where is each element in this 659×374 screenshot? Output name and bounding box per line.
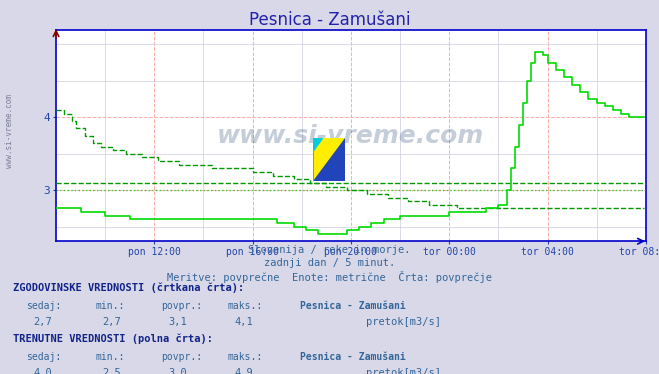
Text: Pesnica - Zamušani: Pesnica - Zamušani bbox=[300, 301, 405, 311]
Text: 4,1: 4,1 bbox=[234, 317, 252, 327]
Polygon shape bbox=[313, 138, 322, 181]
Text: maks.:: maks.: bbox=[227, 352, 262, 362]
Text: pretok[m3/s]: pretok[m3/s] bbox=[366, 368, 441, 374]
Text: TRENUTNE VREDNOSTI (polna črta):: TRENUTNE VREDNOSTI (polna črta): bbox=[13, 333, 213, 344]
Text: sedaj:: sedaj: bbox=[26, 352, 61, 362]
Text: min.:: min.: bbox=[96, 352, 125, 362]
Polygon shape bbox=[313, 138, 345, 181]
Text: 3,0: 3,0 bbox=[168, 368, 186, 374]
Text: sedaj:: sedaj: bbox=[26, 301, 61, 311]
Text: zadnji dan / 5 minut.: zadnji dan / 5 minut. bbox=[264, 258, 395, 268]
Text: 3,1: 3,1 bbox=[168, 317, 186, 327]
Text: Slovenija / reke in morje.: Slovenija / reke in morje. bbox=[248, 245, 411, 255]
Text: povpr.:: povpr.: bbox=[161, 352, 202, 362]
Text: Pesnica - Zamušani: Pesnica - Zamušani bbox=[248, 11, 411, 29]
Text: maks.:: maks.: bbox=[227, 301, 262, 311]
Text: 4,9: 4,9 bbox=[234, 368, 252, 374]
Text: ZGODOVINSKE VREDNOSTI (črtkana črta):: ZGODOVINSKE VREDNOSTI (črtkana črta): bbox=[13, 282, 244, 293]
Text: pretok[m3/s]: pretok[m3/s] bbox=[366, 317, 441, 327]
Text: Pesnica - Zamušani: Pesnica - Zamušani bbox=[300, 352, 405, 362]
Text: povpr.:: povpr.: bbox=[161, 301, 202, 311]
Text: Meritve: povprečne  Enote: metrične  Črta: povprečje: Meritve: povprečne Enote: metrične Črta:… bbox=[167, 271, 492, 283]
Text: 4,0: 4,0 bbox=[33, 368, 51, 374]
Polygon shape bbox=[313, 138, 345, 181]
Text: 2,5: 2,5 bbox=[102, 368, 121, 374]
Text: 2,7: 2,7 bbox=[102, 317, 121, 327]
Text: www.si-vreme.com: www.si-vreme.com bbox=[217, 123, 484, 148]
Text: min.:: min.: bbox=[96, 301, 125, 311]
Text: 2,7: 2,7 bbox=[33, 317, 51, 327]
Text: www.si-vreme.com: www.si-vreme.com bbox=[5, 94, 14, 168]
